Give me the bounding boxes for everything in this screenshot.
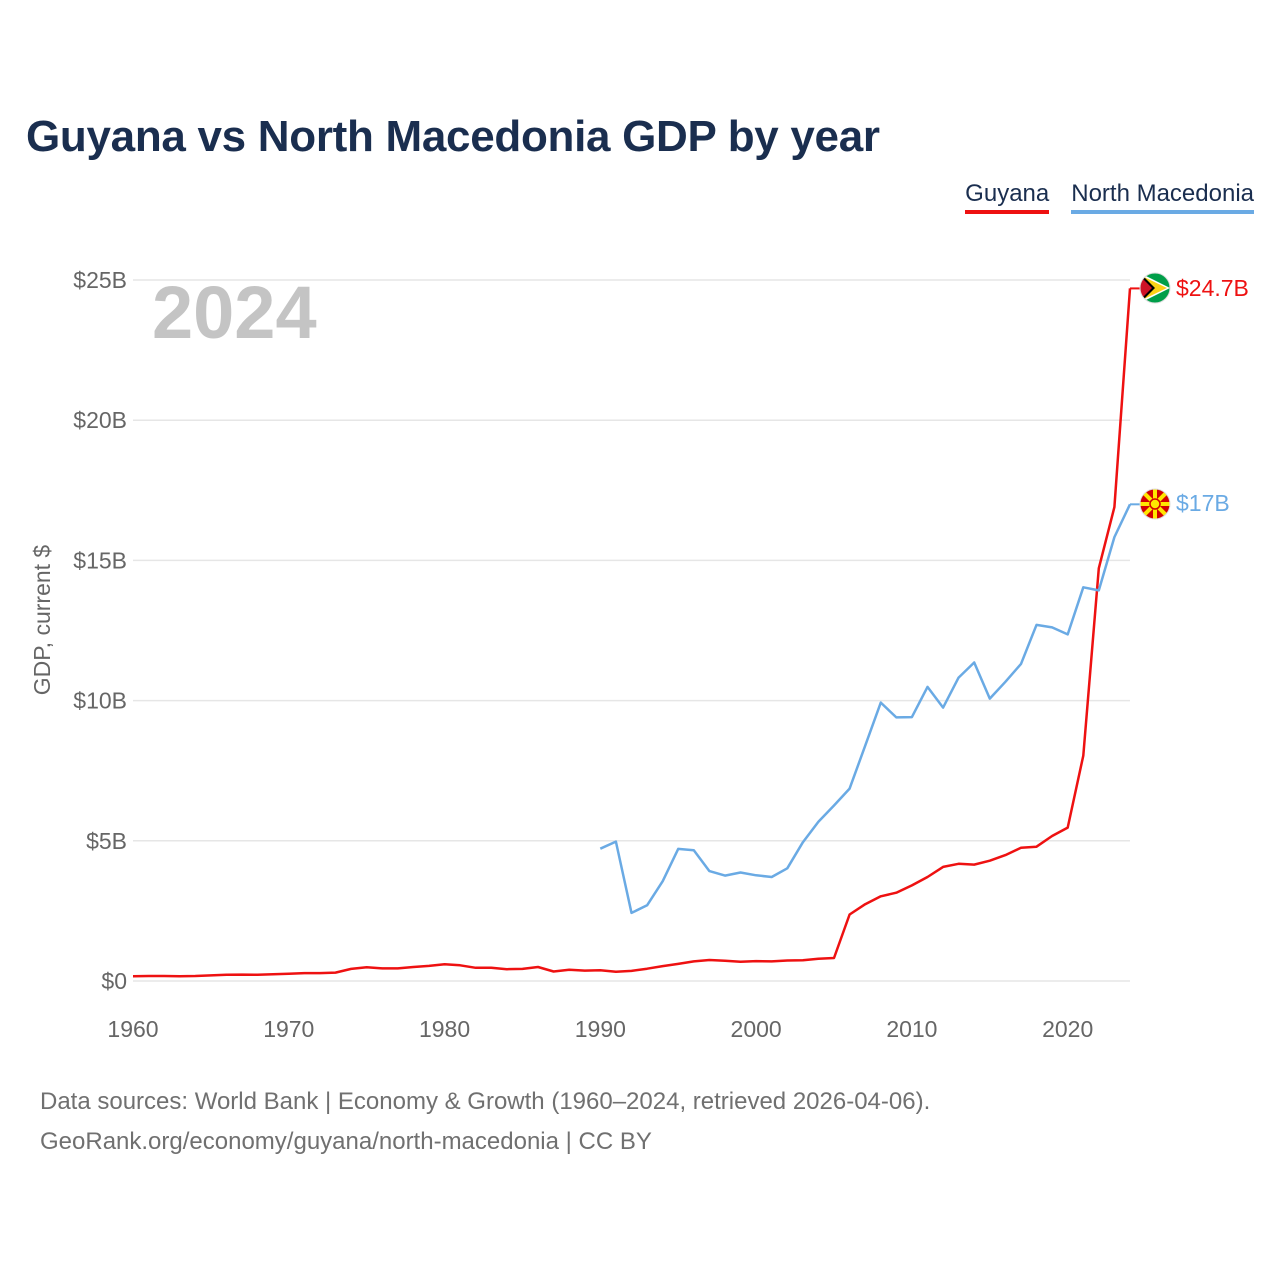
end-value-label-guyana: $24.7B <box>1176 275 1249 301</box>
x-tick-label: 2000 <box>731 1016 782 1042</box>
year-watermark: 2024 <box>152 271 317 354</box>
y-tick-label: $10B <box>73 688 127 714</box>
x-tick-label: 1980 <box>419 1016 470 1042</box>
legend-item-north-macedonia[interactable]: North Macedonia <box>1071 180 1254 214</box>
series-line-guyana <box>132 288 1132 978</box>
x-tick-label: 2010 <box>886 1016 937 1042</box>
gridlines <box>133 279 1130 982</box>
x-tick-label: 1960 <box>107 1016 158 1042</box>
x-tick-label: 2020 <box>1042 1016 1093 1042</box>
north-macedonia-flag-icon <box>1140 489 1170 519</box>
x-tick-label: 1990 <box>575 1016 626 1042</box>
legend-item-guyana[interactable]: Guyana <box>965 180 1050 214</box>
series-line-north-macedonia <box>599 503 1132 915</box>
chart-title: Guyana vs North Macedonia GDP by year <box>26 112 880 161</box>
footer-source: Data sources: World Bank | Economy & Gro… <box>40 1082 930 1162</box>
x-axis-tick-labels: 1960 1970 1980 1990 2000 2010 2020 <box>107 1016 1093 1042</box>
y-tick-label: $5B <box>86 828 127 854</box>
guyana-flag-icon <box>1140 273 1170 303</box>
series-lines <box>132 287 1140 978</box>
attribution-text[interactable]: GeoRank.org/economy/guyana/north-macedon… <box>40 1128 652 1155</box>
legend: Guyana North Macedonia <box>965 180 1254 214</box>
x-tick-label: 1970 <box>263 1016 314 1042</box>
y-tick-label: $15B <box>73 547 127 573</box>
y-tick-label: $0 <box>101 968 127 994</box>
y-tick-label: $25B <box>73 267 127 293</box>
end-value-label-north-macedonia: $17B <box>1176 490 1230 516</box>
y-axis-tick-labels: $0 $5B $10B $15B $20B $25B <box>73 267 127 994</box>
y-tick-label: $20B <box>73 407 127 433</box>
source-text: Data sources: World Bank | Economy & Gro… <box>40 1088 931 1115</box>
y-axis-label: GDP, current $ <box>29 545 55 696</box>
gdp-line-chart: 2024 $0$5B$10B$15B$20B$25B 1960 1970 1980 1… <box>29 267 1249 1042</box>
